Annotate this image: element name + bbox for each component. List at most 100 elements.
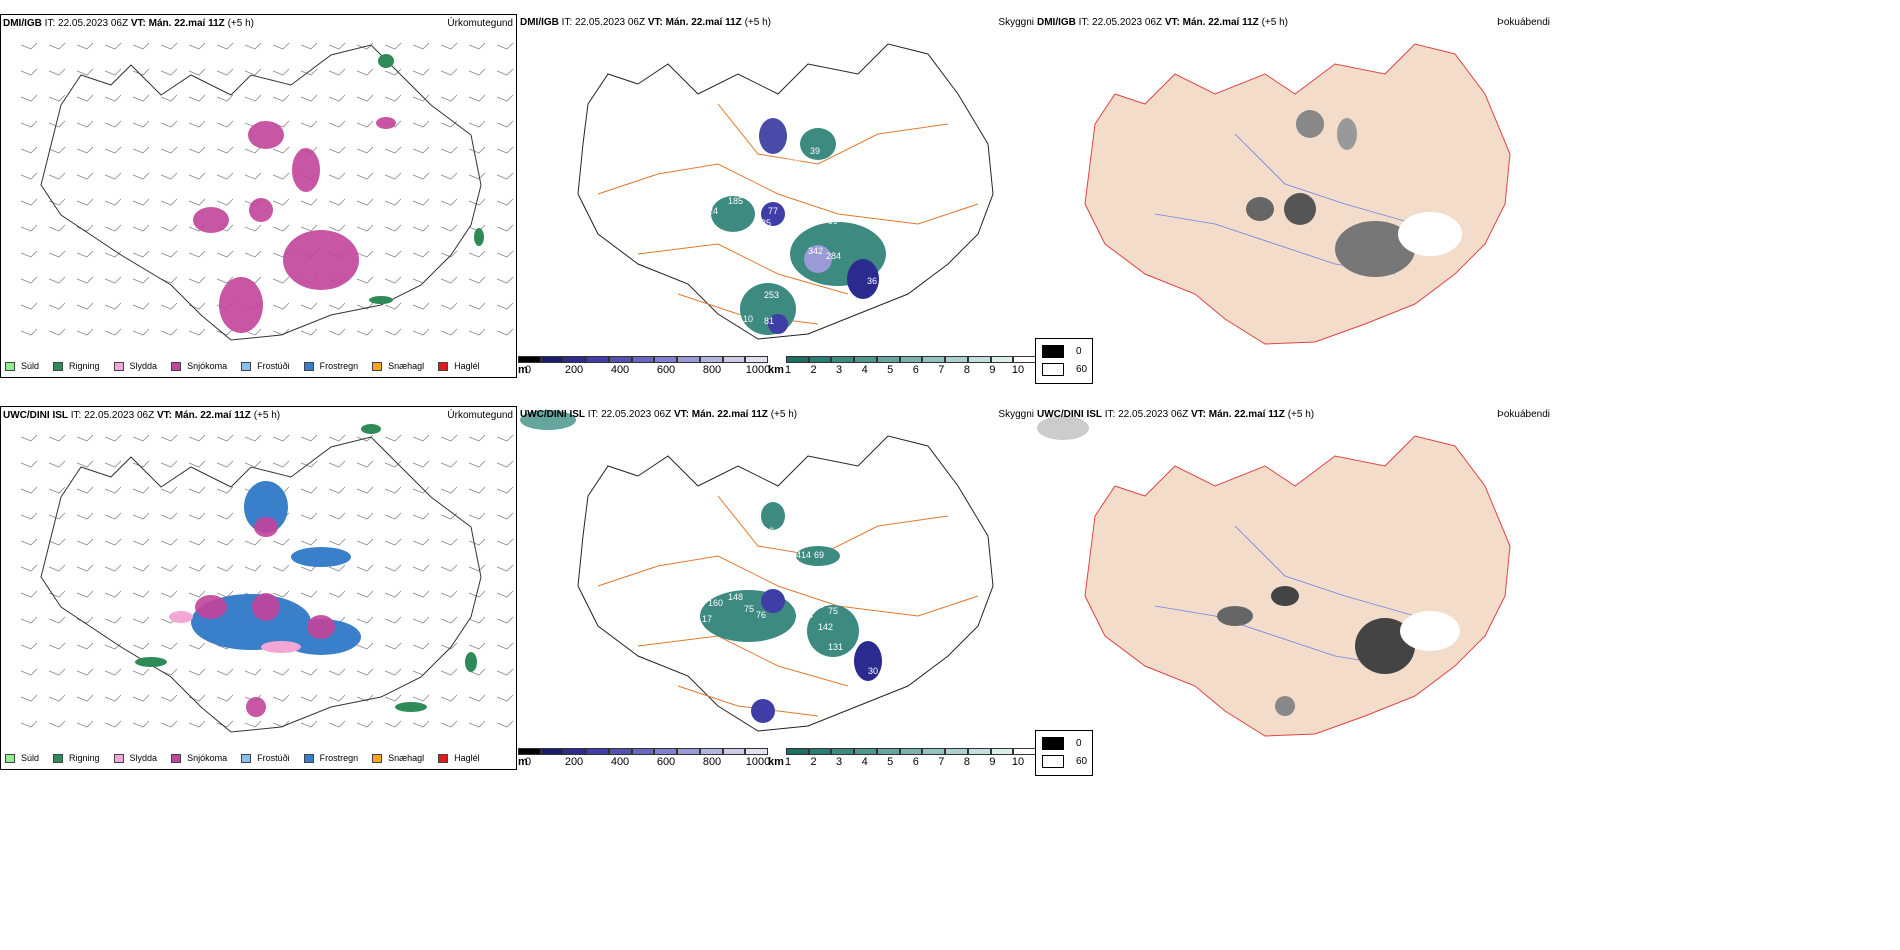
wind-barb <box>76 68 94 76</box>
wind-barb <box>468 564 486 572</box>
vis-label: 253 <box>764 290 779 300</box>
wind-barb <box>76 590 94 598</box>
wind-barb <box>384 302 402 310</box>
legend-item: Slydda <box>113 753 157 763</box>
colorbar-tick: 7 <box>938 756 945 768</box>
wind-barb <box>188 668 206 676</box>
wind-barb <box>272 668 290 676</box>
wind-barb <box>244 224 262 232</box>
fog-label-low: 60 <box>1076 756 1088 767</box>
wind-barb <box>300 668 318 676</box>
wind-barb <box>412 538 430 546</box>
wind-barb <box>48 302 66 310</box>
colorbar-segment <box>654 356 678 363</box>
colorbar-tick: 800 <box>702 756 722 768</box>
legend-swatch <box>303 753 314 763</box>
wind-barb <box>468 172 486 180</box>
wind-barb <box>356 94 374 102</box>
wind-barb <box>496 302 514 310</box>
wind-barb <box>132 172 150 180</box>
colorbar-tick: 3 <box>836 756 843 768</box>
wind-barb <box>412 68 430 76</box>
wind-barb <box>272 434 290 442</box>
wind-barb <box>48 668 66 676</box>
vis-label: 148 <box>728 592 743 602</box>
wind-barb <box>48 276 66 284</box>
wind-barb <box>132 94 150 102</box>
wind-barb <box>496 512 514 520</box>
legend-item: Haglél <box>438 361 480 371</box>
wind-barb <box>272 328 290 336</box>
wind-barb <box>384 198 402 206</box>
iceland-outline <box>577 435 994 732</box>
panel-name: Þokuábendi <box>1497 17 1550 28</box>
wind-barb <box>216 460 234 468</box>
wind-barb <box>412 250 430 258</box>
wind-barb <box>216 68 234 76</box>
colorbar-segment <box>899 356 923 363</box>
wind-barb <box>76 42 94 50</box>
wind-barb <box>132 538 150 546</box>
wind-barb <box>300 94 318 102</box>
wind-barb <box>20 668 38 676</box>
panel-title: UWC/DINI ISL IT: 22.05.2023 06Z VT: Mán.… <box>520 409 798 420</box>
rain-areas <box>369 54 484 304</box>
legend-item: Súld <box>5 753 39 763</box>
colorbar-segment <box>586 356 609 363</box>
wind-barb <box>104 302 122 310</box>
wind-barb <box>104 564 122 572</box>
colorbar-tick: 9 <box>989 756 996 768</box>
colorbar-segment <box>745 356 768 363</box>
wind-barb <box>468 668 486 676</box>
wind-barb <box>20 434 38 442</box>
precip-legend: Súld Rigning Slydda Snjókoma Frostúði Frostre… <box>5 753 494 763</box>
fog-panel-bottom: UWC/DINI ISL IT: 22.05.2023 06Z VT: Mán.… <box>1035 406 1550 776</box>
wind-barb <box>76 486 94 494</box>
wind-barb <box>468 642 486 650</box>
wind-barb <box>216 486 234 494</box>
wind-barb <box>356 172 374 180</box>
wind-barb <box>384 486 402 494</box>
wind-barb <box>496 538 514 546</box>
colorbar-tick: 800 <box>702 364 722 376</box>
vis-label: 99 <box>828 216 838 226</box>
colorbar-segment <box>608 748 632 755</box>
colorbar-segment <box>745 748 768 755</box>
wind-barb <box>384 224 402 232</box>
colorbar-segment <box>654 748 678 755</box>
wind-barb <box>20 460 38 468</box>
wind-barb <box>20 538 38 546</box>
wind-barb <box>132 198 150 206</box>
wind-barbs <box>20 42 514 336</box>
wind-barb <box>216 434 234 442</box>
wind-barb <box>188 486 206 494</box>
wind-barb <box>188 146 206 154</box>
wind-barb <box>76 172 94 180</box>
wind-barb <box>132 434 150 442</box>
legend-label: Haglél <box>454 361 480 371</box>
wind-barb <box>272 460 290 468</box>
fog-legend: 0 60 <box>1035 338 1093 384</box>
wind-barb <box>48 694 66 702</box>
vis-label: 185 <box>728 196 743 206</box>
wind-barb <box>244 68 262 76</box>
legend-swatch <box>5 753 15 763</box>
precip-legend: Súld Rigning Slydda Snjókoma Frostúði Frostre… <box>5 361 494 371</box>
colorbar-segment <box>967 748 991 755</box>
wind-barb <box>104 616 122 624</box>
wind-barb <box>188 590 206 598</box>
wind-barb <box>440 616 458 624</box>
wind-barb <box>188 172 206 180</box>
colorbar-segment <box>808 748 832 755</box>
wind-barb <box>188 198 206 206</box>
wind-barb <box>104 328 122 336</box>
visibility-labels: 160 148 75 76 90 864 75 142 131 30 83 17… <box>690 526 878 676</box>
wind-barb <box>272 94 290 102</box>
vis-label: 160 <box>708 598 723 608</box>
wind-barb <box>132 120 150 128</box>
wind-barb <box>496 250 514 258</box>
wind-barb <box>496 616 514 624</box>
legend-label: Frostregn <box>319 753 359 763</box>
visibility-panel-bottom: 160 148 75 76 90 864 75 142 131 30 83 17… <box>518 406 1036 770</box>
legend-label: Snæhagl <box>388 753 425 763</box>
